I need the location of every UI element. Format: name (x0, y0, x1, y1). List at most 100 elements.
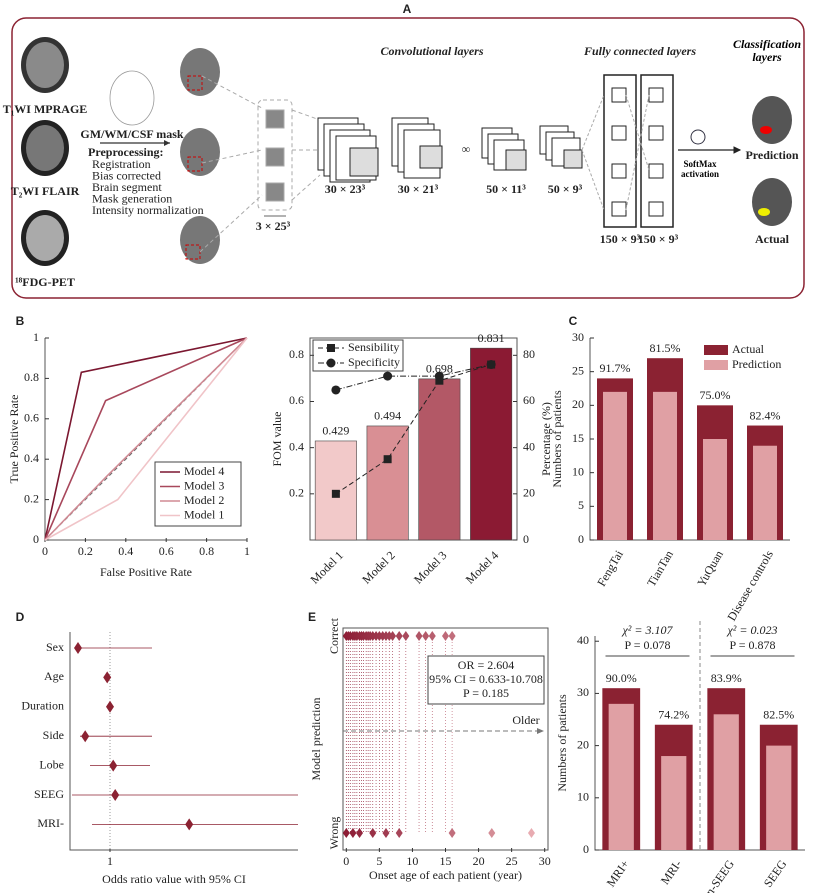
odds-ratio-marker (81, 730, 90, 743)
bar (713, 714, 739, 850)
layer-size: 50 × 9³ (548, 182, 583, 196)
ratio-label: 90.0% (606, 671, 637, 685)
bar (608, 703, 634, 850)
patient-marker (415, 631, 423, 641)
odds-ratio-marker (103, 671, 112, 684)
test-p: P = 0.878 (730, 638, 776, 652)
output-images (752, 96, 792, 226)
panel-label: B (16, 314, 25, 328)
ratio-label: 81.5% (650, 341, 681, 355)
arrow-head (537, 728, 544, 734)
x-tick-label: Model 4 (463, 548, 501, 586)
section-title: Convolutional layers (380, 44, 483, 58)
legend-label: Specificity (348, 355, 400, 369)
input-label: T₁WI MPRAGE (3, 102, 88, 116)
y-tick-label: Age (44, 669, 64, 683)
y-tick-label: 0.2 (24, 491, 39, 505)
y-axis-label: Model prediction (309, 698, 323, 781)
layer-size: 30 × 23³ (325, 182, 366, 196)
y-tick-label: Duration (21, 699, 64, 713)
y-tick-label: 20 (577, 737, 589, 751)
x-tick-label: 1 (244, 544, 250, 558)
x-axis-label: Onset age of each patient (year) (369, 868, 522, 882)
output-label: Actual (755, 232, 790, 246)
y-tick-label: Wrong (327, 817, 341, 850)
legend-label: Model 4 (184, 464, 224, 478)
y-tick-label: SEEG (34, 787, 64, 801)
y-tick-label: 15 (572, 431, 584, 445)
input-label: ¹⁸FDG-PET (15, 275, 75, 289)
patient-marker (389, 631, 397, 641)
y-axis-label: Numbers of patients (550, 390, 564, 488)
y-tick-label: 20 (523, 486, 535, 500)
ratio-label: 82.4% (750, 408, 781, 422)
panel-label: D (16, 610, 25, 624)
x-tick-label: Non-SEEG (694, 857, 737, 893)
y-tick-label: 0 (523, 532, 529, 546)
y-tick-label: 0 (33, 532, 39, 546)
y-tick-label: Correct (327, 617, 341, 654)
y-tick-label: 0 (578, 532, 584, 546)
y-tick-label: Sex (46, 640, 64, 654)
y-tick-label: 0.8 (289, 347, 304, 361)
y-tick-label: 60 (523, 393, 535, 407)
y-tick-label: 40 (523, 439, 535, 453)
value-label: 0.698 (426, 362, 453, 376)
y-tick-label: 10 (572, 464, 584, 478)
value-label: 0.429 (322, 424, 349, 438)
legend-label: Model 3 (184, 478, 224, 492)
bar (766, 745, 792, 850)
patient-marker (488, 828, 496, 838)
layer-size: 150 × 9³ (600, 232, 641, 246)
layer-size: 50 × 11³ (486, 182, 526, 196)
output-label: Prediction (745, 148, 798, 162)
patient-marker (382, 828, 390, 838)
x-tick-label: Disease controls (724, 548, 776, 624)
x-tick-label: 0.2 (78, 544, 93, 558)
value-label: 0.831 (478, 331, 505, 345)
x-axis-label: False Positive Rate (100, 565, 192, 579)
bar (661, 756, 687, 850)
wrapped-label: SoftMax activation (681, 160, 719, 179)
preprocessing-step: Mask generation (92, 191, 172, 205)
preprocessing-step: Intensity normalization (92, 203, 204, 217)
y-tick-label: 25 (572, 363, 584, 377)
roc-line (44, 337, 248, 541)
patient-marker (527, 828, 535, 838)
y-axis-label: True Positive Rate (7, 395, 21, 484)
bar (703, 439, 727, 540)
patient-marker (448, 631, 456, 641)
x-tick-label: MRI+ (604, 857, 632, 889)
panel-frame (11, 17, 805, 299)
y-tick-label: MRI- (37, 816, 64, 830)
x-tick-label: 0.6 (159, 544, 174, 558)
bar (603, 391, 627, 540)
legend-label: Model 1 (184, 507, 224, 521)
ratio-label: 83.9% (711, 671, 742, 685)
x-tick-label: Model 2 (359, 548, 397, 586)
y-tick-label: 40 (577, 633, 589, 647)
preprocessing-step: Bias corrected (92, 168, 161, 182)
legend-marker (326, 358, 336, 368)
patient-marker (428, 631, 436, 641)
x-tick-label: Model 3 (411, 548, 449, 586)
marker (331, 385, 341, 395)
patient-marker (402, 631, 410, 641)
y-tick-label: 1 (33, 330, 39, 344)
odds-ratio-marker (185, 818, 194, 831)
y-tick-label: 10 (577, 790, 589, 804)
roc-line (44, 337, 248, 541)
layer-size: 30 × 21³ (398, 182, 439, 196)
marker (331, 489, 340, 498)
preprocessing-title: Preprocessing: (88, 145, 164, 159)
x-tick-label: YuQuan (694, 548, 726, 589)
odds-ratio-marker (111, 789, 120, 801)
patch-size: 3 × 25³ (256, 219, 291, 233)
test-stat: χ² = 3.107 (622, 623, 674, 637)
panel-label: A (403, 2, 412, 16)
preprocessing-step: Brain segment (92, 180, 162, 194)
ratio-label: 74.2% (658, 707, 689, 721)
test-stat: χ² = 0.023 (727, 623, 778, 637)
roc-line (44, 337, 248, 541)
patient-marker (422, 631, 430, 641)
